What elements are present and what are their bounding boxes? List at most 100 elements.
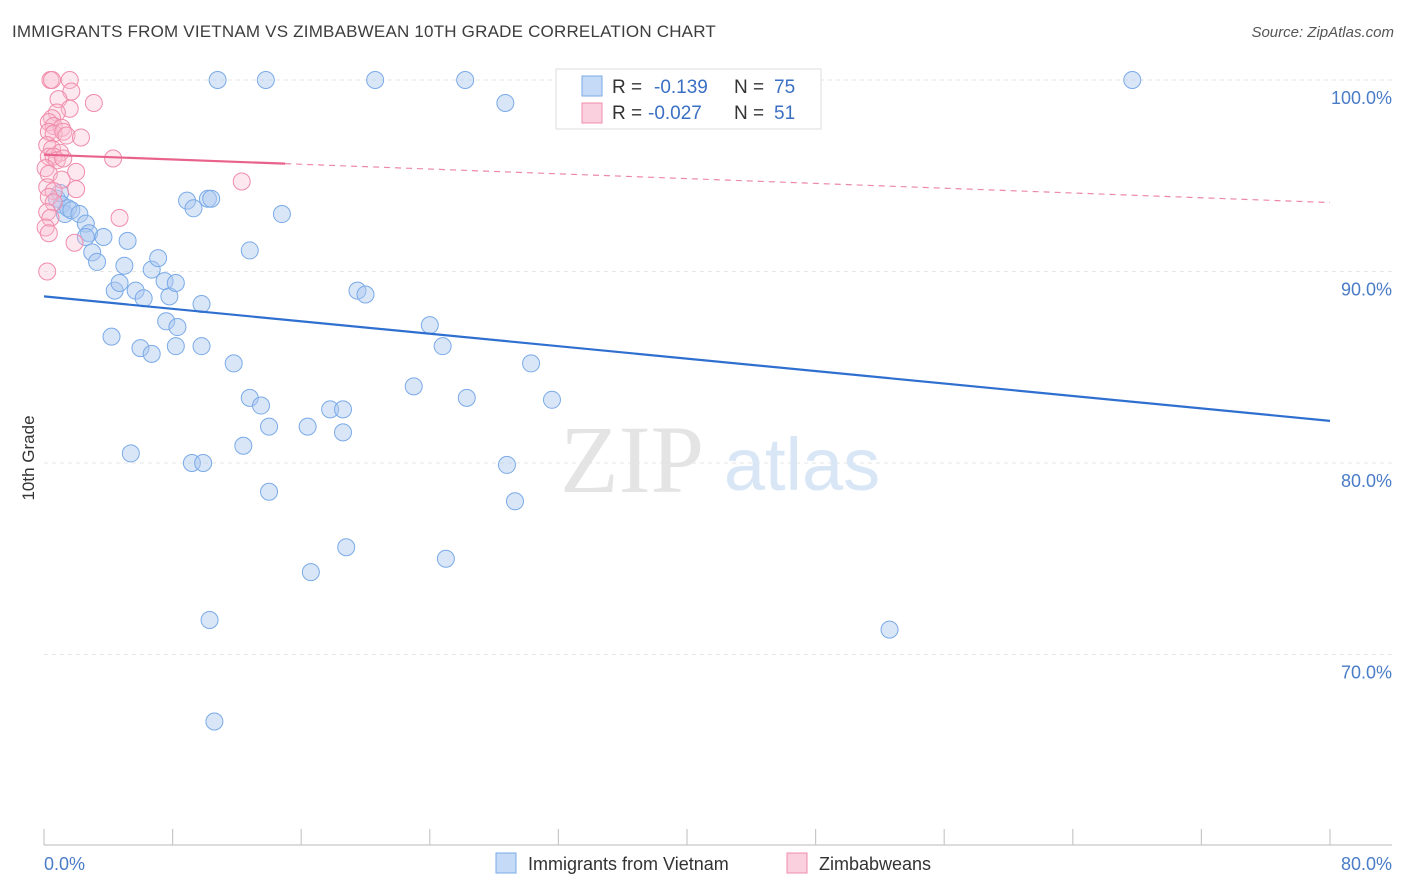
point-vietnam-39 xyxy=(102,327,121,346)
y-tick-label-80: 80.0% xyxy=(1341,471,1392,491)
legend-r-value-1: -0.027 xyxy=(648,103,702,124)
source-label: Source: ZipAtlas.com xyxy=(1251,24,1394,41)
point-vietnam-15 xyxy=(110,273,129,292)
watermark-atlas: atlas xyxy=(724,423,880,506)
point-zimbabwe-23 xyxy=(54,149,73,168)
point-vietnam-20 xyxy=(149,249,168,268)
point-vietnam-70 xyxy=(200,611,219,630)
point-vietnam-44 xyxy=(224,354,243,373)
legend-n-label-1: N = xyxy=(734,103,764,124)
point-vietnam-46 xyxy=(356,285,375,304)
legend-bottom-swatch-zimbabwe xyxy=(786,852,808,874)
point-vietnam-37 xyxy=(157,312,176,331)
point-vietnam-68 xyxy=(436,549,455,568)
point-vietnam-35 xyxy=(272,205,291,224)
point-zimbabwe-2 xyxy=(60,71,79,89)
point-vietnam-23 xyxy=(166,273,185,292)
point-vietnam-61 xyxy=(121,444,140,463)
point-vietnam-43 xyxy=(192,337,211,356)
point-vietnam-59 xyxy=(333,423,352,442)
point-vietnam-57 xyxy=(260,417,279,436)
point-vietnam-28 xyxy=(208,71,227,89)
x-tick-label-0: 0.0% xyxy=(44,854,85,874)
legend-swatch-vietnam xyxy=(581,75,603,97)
point-vietnam-67 xyxy=(337,538,356,557)
point-vietnam-16 xyxy=(115,256,134,275)
point-vietnam-7 xyxy=(76,214,95,233)
point-zimbabwe-25 xyxy=(36,159,55,178)
point-vietnam-52 xyxy=(252,396,271,415)
point-vietnam-25 xyxy=(184,199,203,218)
point-vietnam-48 xyxy=(433,337,452,356)
data-points xyxy=(36,71,1142,731)
legend-bottom-label-vietnam: Immigrants from Vietnam xyxy=(528,854,729,874)
gridlines xyxy=(44,79,1392,655)
point-vietnam-24 xyxy=(178,191,197,210)
point-zimbabwe-39 xyxy=(39,224,58,243)
point-vietnam-56 xyxy=(333,400,352,419)
point-zimbabwe-1 xyxy=(43,71,62,89)
point-vietnam-38 xyxy=(168,318,187,337)
axes: 10th Grade xyxy=(19,415,1392,846)
point-vietnam-71 xyxy=(880,620,899,639)
point-vietnam-12 xyxy=(94,228,113,247)
legend-bottom-label-zimbabwe: Zimbabweans xyxy=(819,854,931,874)
point-vietnam-19 xyxy=(142,260,161,279)
point-vietnam-27 xyxy=(202,189,221,208)
point-zimbabwe-35 xyxy=(38,203,57,222)
point-vietnam-29 xyxy=(256,71,275,89)
chart-title: IMMIGRANTS FROM VIETNAM VS ZIMBABWEAN 10… xyxy=(12,22,716,41)
point-vietnam-53 xyxy=(457,388,476,407)
legend-r-value-0: -0.139 xyxy=(654,77,708,98)
point-vietnam-13 xyxy=(118,231,137,250)
point-vietnam-9 xyxy=(76,228,95,247)
point-vietnam-63 xyxy=(194,454,213,472)
point-zimbabwe-4 xyxy=(84,93,103,112)
point-vietnam-49 xyxy=(522,354,541,373)
legend-n-value-0: 75 xyxy=(774,77,795,98)
y-tick-labels: 100.0% 90.0% 80.0% 70.0% xyxy=(1331,88,1392,683)
point-zimbabwe-33 xyxy=(39,187,58,206)
legend-bottom-swatch-vietnam xyxy=(495,852,517,874)
point-vietnam-18 xyxy=(134,289,153,308)
point-vietnam-42 xyxy=(166,337,185,356)
point-vietnam-60 xyxy=(234,436,253,455)
point-vietnam-31 xyxy=(456,71,475,89)
point-vietnam-50 xyxy=(404,377,423,396)
point-vietnam-11 xyxy=(88,252,107,271)
trend-line-zimbabwe-dashed xyxy=(285,163,1331,204)
legend-n-value-1: 51 xyxy=(774,103,795,124)
point-vietnam-40 xyxy=(131,339,150,358)
point-zimbabwe-34 xyxy=(44,193,63,212)
point-zimbabwe-15 xyxy=(57,126,76,145)
point-vietnam-32 xyxy=(496,93,515,112)
point-vietnam-65 xyxy=(260,482,279,501)
point-zimbabwe-40 xyxy=(65,233,84,252)
y-tick-label-90: 90.0% xyxy=(1341,280,1392,300)
point-vietnam-33 xyxy=(1123,71,1142,89)
point-zimbabwe-37 xyxy=(110,208,129,227)
point-zimbabwe-36 xyxy=(41,208,60,227)
point-vietnam-66 xyxy=(505,492,524,511)
point-vietnam-10 xyxy=(83,243,102,262)
point-vietnam-30 xyxy=(366,71,385,89)
point-vietnam-47 xyxy=(420,316,439,335)
legend-r-label-0: R = xyxy=(612,77,642,98)
legend-bottom: Immigrants from Vietnam Zimbabweans xyxy=(495,852,931,874)
y-tick-label-70: 70.0% xyxy=(1341,663,1392,683)
point-vietnam-41 xyxy=(142,344,161,363)
point-zimbabwe-16 xyxy=(71,128,90,147)
point-vietnam-69 xyxy=(301,563,320,582)
point-vietnam-34 xyxy=(240,241,259,260)
trend-line-zimbabwe-solid xyxy=(43,153,286,165)
trend-line-vietnam xyxy=(43,295,1331,422)
point-vietnam-6 xyxy=(70,205,89,224)
x-tick-labels: 0.0% 80.0% xyxy=(44,854,1392,874)
point-zimbabwe-32 xyxy=(67,180,86,199)
point-zimbabwe-38 xyxy=(36,218,55,237)
point-vietnam-54 xyxy=(542,390,561,409)
y-axis-title: 10th Grade xyxy=(19,415,38,500)
y-tick-label-100: 100.0% xyxy=(1331,88,1392,108)
point-zimbabwe-29 xyxy=(232,172,251,191)
